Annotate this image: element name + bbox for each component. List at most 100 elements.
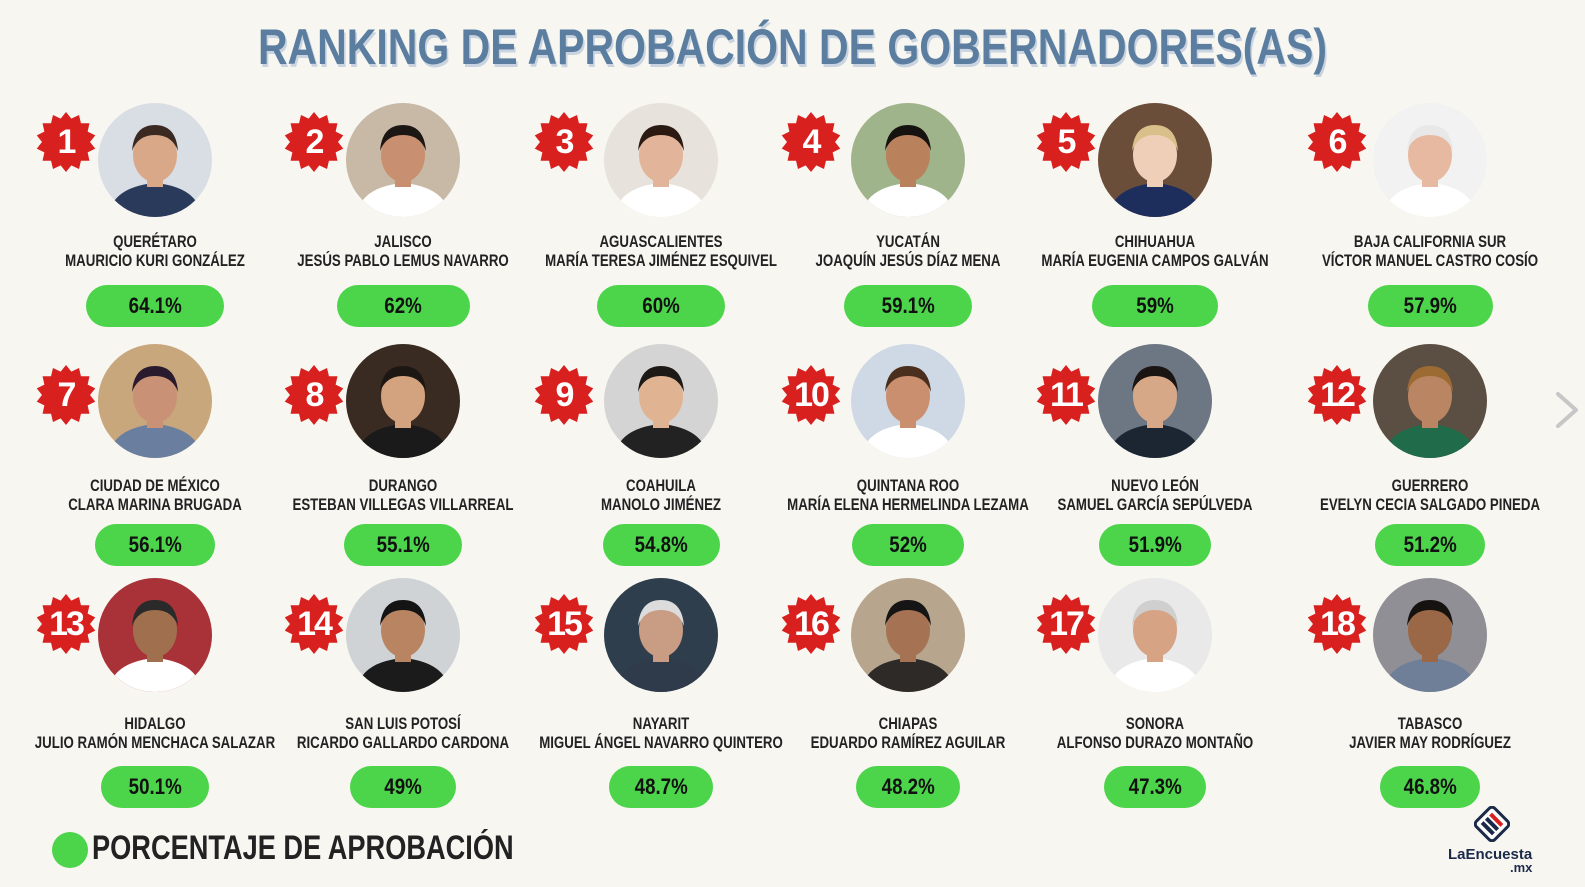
rank-star-icon bbox=[1307, 365, 1367, 425]
page-title: RANKING DE APROBACIÓN DE GOBERNADORES(AS… bbox=[257, 19, 1328, 75]
governor-name: MAURICIO KURI GONZÁLEZ bbox=[65, 251, 245, 270]
rank-badge: 14 bbox=[283, 593, 345, 655]
rank-number: 15 bbox=[547, 605, 583, 643]
approval-pill: 64.1% bbox=[86, 285, 224, 327]
governor-photo bbox=[98, 103, 212, 217]
state-label: CHIHUAHUA bbox=[1114, 232, 1196, 251]
rank-badge: 15 bbox=[533, 593, 595, 655]
governor-photo bbox=[1373, 103, 1487, 217]
rank-star-icon bbox=[1036, 594, 1096, 654]
approval-pill: 59% bbox=[1092, 285, 1218, 327]
governor-photo bbox=[346, 103, 460, 217]
governor-card: 17 SONORA ALFONSO DURAZO MONTAÑO 47.3% bbox=[1035, 578, 1285, 808]
governor-card: 3 AGUASCALIENTES MARÍA TERESA JIMÉNEZ ESQU… bbox=[533, 103, 783, 333]
governor-card: 4 YUCATÁN JOAQUÍN JESÚS DÍAZ MENA 59.1% bbox=[780, 103, 1030, 333]
approval-pill: 52% bbox=[852, 524, 964, 566]
governor-card: 6 BAJA CALIFORNIA SUR VÍCTOR MANUEL CASTRO… bbox=[1306, 103, 1556, 333]
state-label: AGUASCALIENTES bbox=[599, 232, 723, 251]
governor-card: 13 HIDALGO JULIO RAMÓN MENCHACA SALAZAR 50.… bbox=[35, 578, 285, 808]
approval-pill: 51.2% bbox=[1375, 524, 1485, 566]
state-label: QUINTANA ROO bbox=[856, 476, 960, 495]
state-label: COAHUILA bbox=[626, 476, 696, 495]
state-label: QUERÉTARO bbox=[113, 232, 197, 251]
approval-value: 62% bbox=[384, 293, 422, 318]
state-label: BAJA CALIFORNIA SUR bbox=[1353, 232, 1507, 251]
state-label: CIUDAD DE MÉXICO bbox=[90, 476, 220, 495]
legend-swatch bbox=[52, 832, 88, 868]
approval-value: 48.2% bbox=[881, 774, 935, 799]
state-label: TABASCO bbox=[1397, 714, 1463, 733]
governor-photo bbox=[98, 578, 212, 692]
approval-pill: 55.1% bbox=[344, 524, 462, 566]
governor-photo bbox=[1098, 344, 1212, 458]
rank-number: 16 bbox=[794, 605, 830, 643]
approval-pill: 57.9% bbox=[1367, 285, 1493, 327]
rank-star-icon bbox=[36, 112, 96, 172]
governor-photo bbox=[604, 344, 718, 458]
rank-badge: 8 bbox=[283, 364, 345, 426]
rank-badge: 5 bbox=[1035, 111, 1097, 173]
rank-number: 3 bbox=[555, 123, 575, 161]
state-label: CHIAPAS bbox=[878, 714, 938, 733]
governor-name: MARÍA EUGENIA CAMPOS GALVÁN bbox=[1041, 251, 1269, 270]
governor-name: SAMUEL GARCÍA SEPÚLVEDA bbox=[1057, 495, 1253, 514]
governor-card: 5 CHIHUAHUA MARÍA EUGENIA CAMPOS GALVÁN 59% bbox=[1035, 103, 1285, 333]
rank-number: 17 bbox=[1049, 605, 1085, 643]
rank-star-icon bbox=[781, 112, 841, 172]
governor-card: 7 CIUDAD DE MÉXICO CLARA MARINA BRUGADA 56.… bbox=[35, 344, 285, 574]
governor-name: EDUARDO RAMÍREZ AGUILAR bbox=[810, 733, 1006, 752]
brand-name: LaEncuesta bbox=[1448, 846, 1533, 863]
approval-value: 57.9% bbox=[1403, 293, 1457, 318]
rank-badge: 6 bbox=[1306, 111, 1368, 173]
rank-badge: 1 bbox=[35, 111, 97, 173]
rank-badge: 18 bbox=[1306, 593, 1368, 655]
rank-badge: 2 bbox=[283, 111, 345, 173]
governor-photo bbox=[346, 578, 460, 692]
approval-pill: 54.8% bbox=[602, 524, 720, 566]
rank-star-icon bbox=[36, 365, 96, 425]
approval-value: 50.1% bbox=[128, 774, 182, 799]
governor-name: MANOLO JIMÉNEZ bbox=[600, 495, 722, 514]
rank-badge: 13 bbox=[35, 593, 97, 655]
state-label: SAN LUIS POTOSÍ bbox=[345, 714, 461, 733]
governor-card: 18 TABASCO JAVIER MAY RODRÍGUEZ 46.8% bbox=[1306, 578, 1556, 808]
approval-value: 59.1% bbox=[881, 293, 935, 318]
rank-number: 2 bbox=[305, 123, 325, 161]
governor-photo bbox=[851, 103, 965, 217]
governor-name: ALFONSO DURAZO MONTAÑO bbox=[1056, 733, 1254, 752]
governor-photo bbox=[346, 344, 460, 458]
governor-name: MARÍA ELENA HERMELINDA LEZAMA bbox=[787, 495, 1029, 514]
rank-number: 14 bbox=[297, 605, 333, 643]
rank-number: 18 bbox=[1320, 605, 1356, 643]
governor-card: 10 QUINTANA ROO MARÍA ELENA HERMELINDA LEZ… bbox=[780, 344, 1030, 574]
approval-value: 47.3% bbox=[1128, 774, 1182, 799]
governor-name: JESÚS PABLO LEMUS NAVARRO bbox=[297, 251, 509, 270]
governor-photo bbox=[1373, 344, 1487, 458]
governor-card: 12 GUERRERO EVELYN CECIA SALGADO PINEDA 51.… bbox=[1306, 344, 1556, 574]
approval-pill: 62% bbox=[336, 285, 470, 327]
approval-value: 64.1% bbox=[128, 293, 182, 318]
rank-star-icon bbox=[284, 594, 344, 654]
approval-pill: 59.1% bbox=[844, 285, 972, 327]
rank-badge: 11 bbox=[1035, 364, 1097, 426]
approval-pill: 48.7% bbox=[609, 766, 713, 808]
chevron-right-icon[interactable] bbox=[1552, 390, 1582, 430]
rank-star-icon bbox=[1307, 112, 1367, 172]
rank-star-icon bbox=[1307, 594, 1367, 654]
rank-star-icon bbox=[781, 594, 841, 654]
governor-photo bbox=[1373, 578, 1487, 692]
rank-star-icon bbox=[534, 594, 594, 654]
rank-number: 12 bbox=[1320, 376, 1356, 414]
rank-number: 8 bbox=[305, 376, 325, 414]
state-label: NAYARIT bbox=[632, 714, 690, 733]
rank-number: 7 bbox=[57, 376, 77, 414]
approval-pill: 49% bbox=[350, 766, 456, 808]
governor-name: VÍCTOR MANUEL CASTRO COSÍO bbox=[1321, 251, 1539, 270]
governor-photo bbox=[1098, 578, 1212, 692]
approval-value: 59% bbox=[1136, 293, 1174, 318]
approval-pill: 60% bbox=[597, 285, 725, 327]
approval-value: 55.1% bbox=[376, 532, 430, 557]
governor-photo bbox=[1098, 103, 1212, 217]
governor-card: 9 COAHUILA MANOLO JIMÉNEZ 54.8% bbox=[533, 344, 783, 574]
brand-logo: LaEncuesta .mx bbox=[1448, 806, 1540, 876]
